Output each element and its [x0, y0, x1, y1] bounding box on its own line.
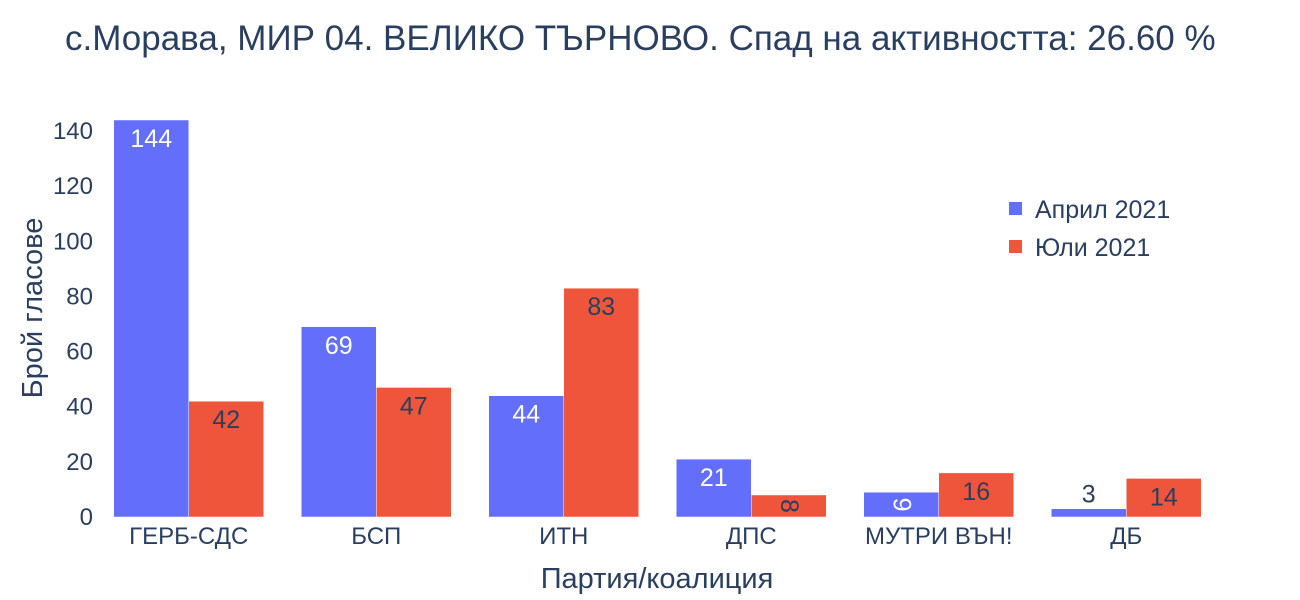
x-tick-label: БСП	[351, 523, 401, 550]
bar	[676, 458, 752, 518]
bar	[301, 326, 377, 518]
x-axis-ticks: ГЕРБ-СДС БСП ИТН ДПС МУТРИ ВЪН! ДБ	[129, 523, 1142, 550]
bar	[488, 395, 564, 518]
legend-swatch	[1009, 240, 1022, 253]
bar-value-label: 21	[700, 464, 728, 492]
bar-value-label: 42	[212, 406, 240, 434]
y-tick-label: 140	[53, 118, 93, 145]
y-tick-label: 120	[53, 173, 93, 200]
y-tick-label: 20	[66, 449, 93, 476]
x-tick-label: ДПС	[726, 523, 777, 550]
legend-swatch	[1009, 202, 1022, 215]
bar	[188, 400, 264, 518]
bar	[938, 472, 1014, 518]
x-tick-label: МУТРИ ВЪН!	[865, 523, 1012, 550]
bar	[1051, 508, 1127, 518]
bar-value-label: 14	[1150, 483, 1178, 511]
y-tick-label: 100	[53, 228, 93, 255]
x-axis-title: Партия/коалиция	[541, 563, 774, 595]
bar-value-label: 144	[130, 125, 172, 153]
bar-value-label: 8	[775, 499, 803, 513]
bar	[863, 491, 939, 518]
legend-label: Юли 2021	[1035, 234, 1150, 262]
bar-labels: 144 42 69 47 44 83 21 8 9 16 3 14	[130, 125, 1177, 513]
y-tick-label: 60	[66, 339, 93, 366]
y-axis-ticks: 0 20 40 60 80 100 120 140	[53, 118, 93, 531]
bar	[751, 494, 827, 518]
bar-value-label: 3	[1082, 481, 1096, 509]
bar	[113, 119, 189, 518]
bar-value-label: 44	[512, 401, 540, 429]
chart-title: с.Морава, МИР 04. ВЕЛИКО ТЪРНОВО. Спад н…	[65, 19, 1216, 58]
legend: Април 2021 Юли 2021	[1009, 196, 1170, 262]
y-tick-label: 0	[80, 504, 93, 531]
bar	[1126, 478, 1202, 518]
x-tick-label: ДБ	[1110, 523, 1142, 550]
legend-label: Април 2021	[1035, 196, 1170, 224]
bar	[376, 387, 452, 518]
bar-value-label: 9	[887, 498, 915, 512]
x-tick-label: ГЕРБ-СДС	[129, 523, 248, 550]
x-tick-label: ИТН	[539, 523, 588, 550]
bar-value-label: 47	[400, 392, 428, 420]
y-axis-title: Брой гласове	[17, 218, 49, 399]
bar-value-label: 16	[962, 478, 990, 506]
bar	[563, 287, 639, 518]
bars	[113, 119, 1202, 518]
y-tick-label: 40	[66, 394, 93, 421]
y-tick-label: 80	[66, 283, 93, 310]
bar-value-label: 69	[325, 332, 353, 360]
bar-value-label: 83	[587, 293, 615, 321]
